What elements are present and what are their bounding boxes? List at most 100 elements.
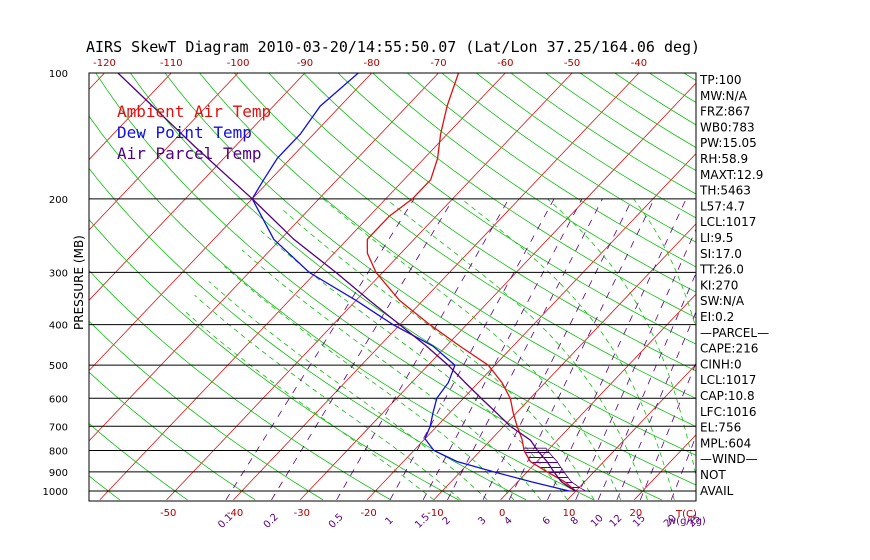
isotherm-line bbox=[99, 73, 506, 501]
stat-item: —WIND— bbox=[700, 452, 758, 466]
stat-item: NOT bbox=[700, 468, 726, 482]
dry-adiabat-line bbox=[199, 73, 696, 428]
mixing-ratio-line bbox=[749, 199, 852, 500]
mixing-ratio-line bbox=[482, 198, 633, 501]
mixing-ratio-tick-label: 10 bbox=[589, 513, 606, 530]
legend: Ambient Air Temp Dew Point Temp Air Parc… bbox=[117, 102, 271, 163]
mixing-unit-label: w(g/kg) bbox=[668, 516, 706, 527]
stat-item: PW:15.05 bbox=[700, 136, 757, 150]
top-temp-tick-label: -90 bbox=[297, 58, 313, 69]
isotherm-line bbox=[89, 73, 239, 231]
y-axis-label: PRESSURE (MB) bbox=[72, 235, 86, 330]
pressure-tick-label: 500 bbox=[49, 361, 68, 372]
stat-item: MPL:604 bbox=[700, 436, 751, 450]
pressure-tick-label: 600 bbox=[49, 394, 68, 405]
stat-item: LCL:1017 bbox=[700, 373, 756, 387]
mixing-ratio-tick-label: 1 bbox=[383, 515, 395, 527]
pressure-tick-label: 800 bbox=[49, 446, 68, 457]
isotherm-line bbox=[89, 73, 172, 161]
dry-adiabat-line bbox=[164, 73, 696, 456]
dry-adiabat-line bbox=[89, 320, 324, 501]
stat-item: CAPE:216 bbox=[700, 342, 758, 356]
isotherm-line bbox=[233, 73, 640, 501]
stat-item: TT:26.0 bbox=[699, 263, 744, 277]
temp-unit-label: T(C) bbox=[675, 509, 697, 520]
axes: 0.1 0.2 0.5 1 1.5 2 3 4 6 8 10 12 15 20 25w(g/kg)10020… bbox=[43, 58, 706, 531]
moist-adiabat-line bbox=[461, 198, 675, 501]
stat-item: TP:100 bbox=[699, 73, 742, 87]
stat-item: LI:9.5 bbox=[700, 231, 733, 245]
mixing-ratio-tick-label: 6 bbox=[541, 515, 553, 527]
pressure-tick-label: 700 bbox=[49, 422, 68, 433]
mixing-ratio-line bbox=[422, 198, 583, 501]
isotherm-line bbox=[567, 363, 696, 501]
mixing-ratio-line bbox=[225, 198, 415, 501]
isotherm-line bbox=[89, 73, 372, 372]
stat-item: CAP:10.8 bbox=[700, 389, 755, 403]
legend-ambient: Ambient Air Temp bbox=[117, 102, 271, 121]
stat-item: MAXT:12.9 bbox=[700, 168, 763, 182]
legend-dewpoint: Dew Point Temp bbox=[117, 123, 252, 142]
top-temp-tick-label: -50 bbox=[564, 58, 580, 69]
dry-adiabat-line bbox=[89, 167, 527, 501]
dry-adiabat-line bbox=[89, 371, 256, 501]
moist-adiabat-line bbox=[194, 294, 461, 501]
dry-adiabat-line bbox=[233, 73, 696, 399]
bottom-temp-tick-label: -20 bbox=[360, 508, 376, 519]
moist-adiabat-line bbox=[257, 227, 568, 501]
stat-item: —PARCEL— bbox=[700, 326, 769, 340]
bottom-temp-tick-label: -30 bbox=[294, 508, 310, 519]
isotherm-line bbox=[299, 82, 696, 501]
bottom-temp-tick-label: -50 bbox=[160, 508, 176, 519]
stat-item: MW:N/A bbox=[700, 89, 748, 103]
top-temp-tick-label: -120 bbox=[93, 58, 116, 69]
top-temp-tick-label: -80 bbox=[364, 58, 380, 69]
dry-adiabat-line bbox=[89, 115, 595, 501]
isotherm-line bbox=[835, 73, 870, 500]
stat-item: LFC:1016 bbox=[700, 405, 757, 419]
moist-adiabat-line bbox=[633, 198, 696, 330]
moist-adiabat-line bbox=[280, 207, 595, 501]
top-temp-tick-label: -110 bbox=[160, 58, 183, 69]
isotherm-line bbox=[768, 73, 870, 500]
isotherm-line bbox=[89, 73, 439, 442]
bottom-temp-tick-label: -10 bbox=[427, 508, 443, 519]
stat-item: AVAIL bbox=[700, 484, 734, 498]
pressure-tick-label: 900 bbox=[49, 468, 68, 479]
pressure-tick-label: 200 bbox=[49, 195, 68, 206]
stat-item: WB0:783 bbox=[700, 120, 755, 134]
stat-item: CINH:0 bbox=[700, 357, 742, 371]
background-grid bbox=[0, 73, 870, 501]
dry-adiabat-line bbox=[0, 73, 52, 500]
dry-adiabat-line bbox=[303, 73, 696, 345]
chart-title: AIRS SkewT Diagram 2010-03-20/14:55:50.0… bbox=[86, 38, 700, 56]
top-temp-tick-label: -100 bbox=[227, 58, 250, 69]
mixing-ratio-tick-label: 0.5 bbox=[327, 512, 346, 531]
ambient-temp-line bbox=[366, 73, 577, 492]
bottom-temp-tick-label: 10 bbox=[563, 508, 576, 519]
sounding-traces bbox=[117, 73, 588, 492]
bottom-temp-tick-label: 20 bbox=[629, 508, 642, 519]
top-temp-tick-label: -60 bbox=[497, 58, 513, 69]
plot-frame bbox=[88, 72, 697, 502]
stat-item: KI:270 bbox=[700, 278, 738, 292]
stat-item: RH:58.9 bbox=[700, 152, 748, 166]
mixing-ratio-line bbox=[575, 228, 696, 501]
stat-item: FRZ:867 bbox=[700, 105, 750, 119]
mixing-ratio-line bbox=[389, 198, 555, 501]
top-temp-tick-label: -40 bbox=[631, 58, 647, 69]
dry-adiabat-line bbox=[89, 269, 391, 501]
mixing-ratio-line bbox=[447, 198, 603, 501]
legend-parcel: Air Parcel Temp bbox=[117, 144, 262, 163]
bottom-temp-tick-label: -40 bbox=[227, 508, 243, 519]
isotherm-line bbox=[500, 293, 696, 501]
mixing-ratio-line bbox=[271, 198, 454, 501]
dewpoint-temp-line bbox=[251, 73, 570, 492]
dry-adiabat-line bbox=[372, 73, 696, 293]
moist-adiabat-line bbox=[547, 198, 696, 478]
dry-adiabat-line bbox=[337, 73, 696, 319]
stat-item: LCL:1017 bbox=[700, 215, 756, 229]
isotherm-line bbox=[0, 73, 38, 500]
stat-item: TH:5463 bbox=[699, 184, 751, 198]
